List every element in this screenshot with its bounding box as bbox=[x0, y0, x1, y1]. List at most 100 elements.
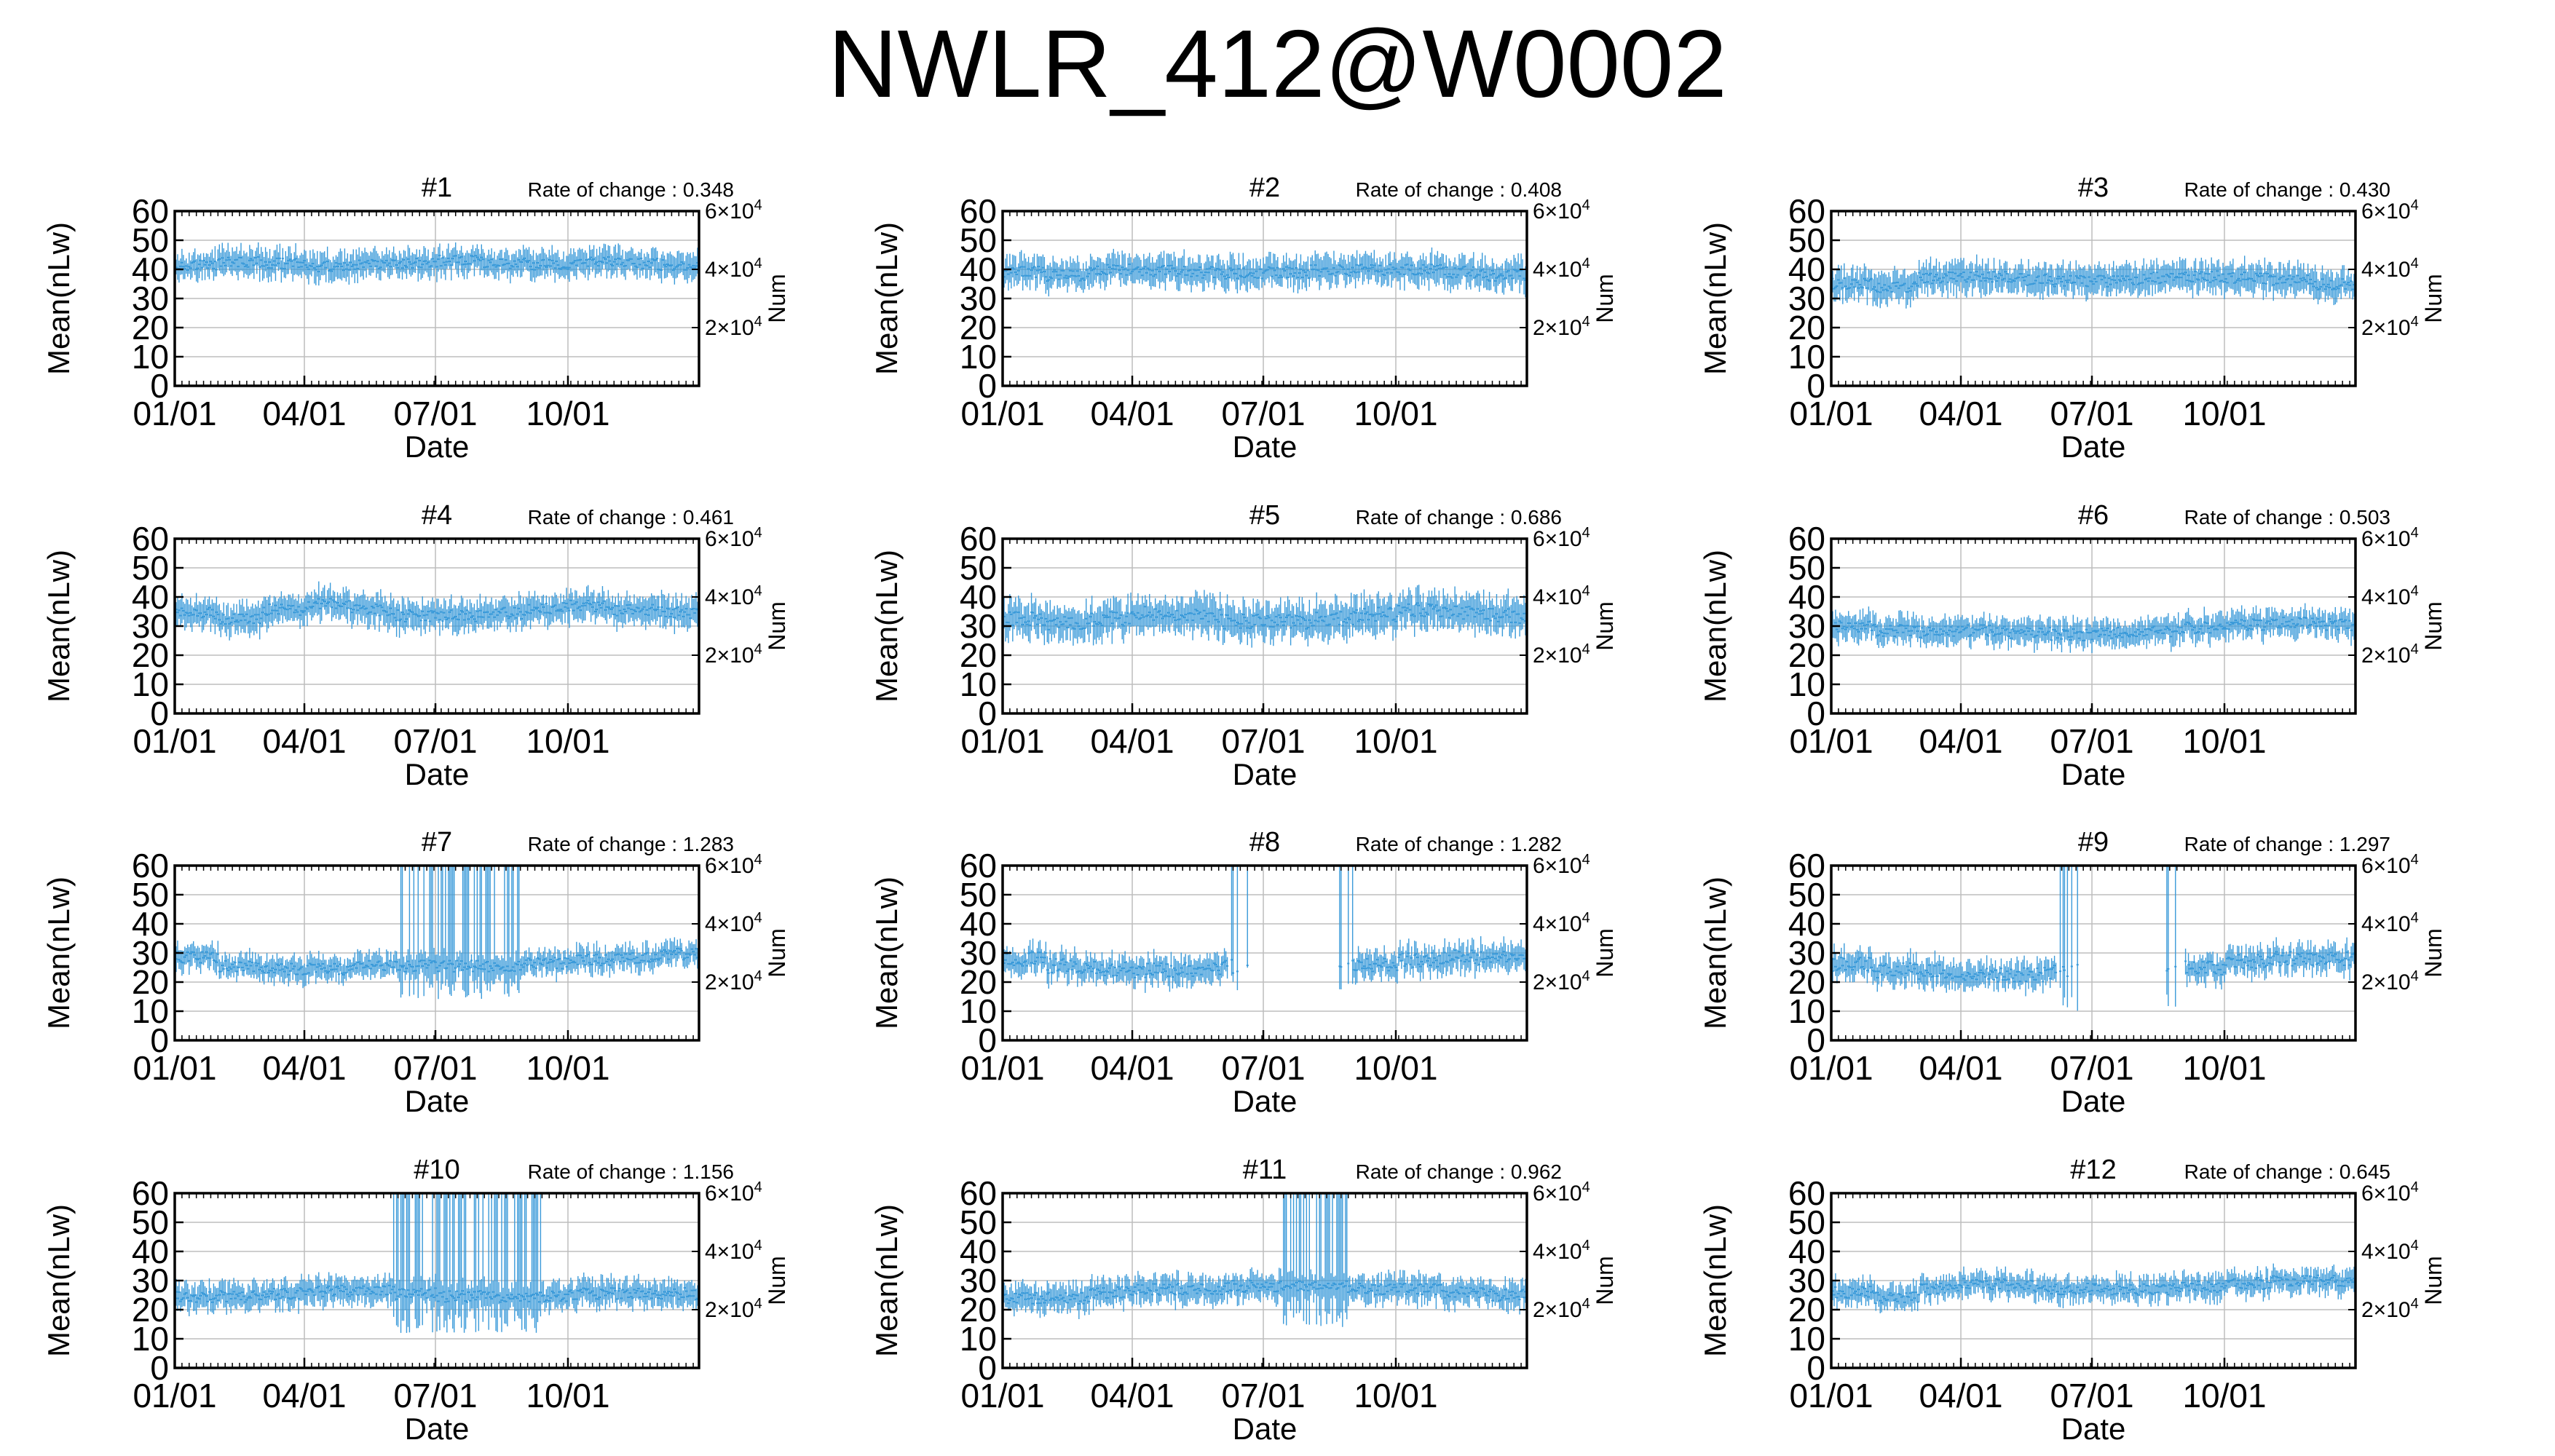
y-tick-label: 10 bbox=[132, 338, 169, 376]
y2-tick-label: 4×104 bbox=[1533, 583, 1590, 609]
y2-axis-label: Num bbox=[1592, 601, 1618, 651]
y2-tick-label: 4×104 bbox=[705, 583, 762, 609]
y2-tick-label: 2×104 bbox=[1533, 314, 1590, 340]
y-tick-label: 30 bbox=[132, 280, 169, 317]
rate-of-change-label: Rate of change : 0.461 bbox=[528, 506, 734, 529]
series-bars bbox=[175, 581, 699, 641]
y-tick-label: 60 bbox=[132, 520, 169, 558]
y-tick-label: 40 bbox=[132, 250, 169, 288]
x-tick-label: 07/01 bbox=[393, 395, 477, 432]
x-tick-label: 10/01 bbox=[526, 722, 609, 760]
y2-tick-label: 2×104 bbox=[2361, 314, 2419, 340]
y-tick-label: 50 bbox=[960, 221, 997, 259]
y-axis-label: Mean(nLw) bbox=[1698, 222, 1732, 375]
series-bars bbox=[1831, 603, 2355, 653]
y-tick-label: 40 bbox=[1788, 250, 1825, 288]
y-tick-label: 10 bbox=[1788, 338, 1825, 376]
x-axis-label: Date bbox=[2061, 430, 2126, 464]
x-tick-label: 07/01 bbox=[393, 722, 477, 760]
y2-tick-label: 4×104 bbox=[705, 256, 762, 282]
panel-title: #1 bbox=[422, 173, 452, 203]
x-tick-label: 07/01 bbox=[1221, 722, 1305, 760]
x-tick-label: 01/01 bbox=[960, 395, 1044, 432]
y-tick-label: 0 bbox=[978, 367, 997, 405]
y-tick-label: 0 bbox=[150, 367, 169, 405]
y2-axis-label: Num bbox=[764, 274, 790, 323]
x-tick-label: 01/01 bbox=[960, 722, 1044, 760]
y2-tick-label: 4×104 bbox=[1533, 256, 1590, 282]
y-tick-label: 10 bbox=[960, 338, 997, 376]
series-bars bbox=[1003, 585, 1527, 648]
x-tick-label: 04/01 bbox=[1090, 395, 1174, 432]
y2-tick-label: 6×104 bbox=[1533, 525, 1590, 551]
y-tick-label: 10 bbox=[132, 665, 169, 703]
y2-tick-label: 6×104 bbox=[1533, 197, 1590, 223]
y-tick-label: 50 bbox=[132, 221, 169, 259]
y2-tick-label: 6×104 bbox=[705, 197, 762, 223]
y2-axis-label: Num bbox=[1592, 274, 1618, 323]
y-tick-label: 50 bbox=[960, 549, 997, 587]
x-axis-label: Date bbox=[405, 430, 470, 464]
y2-tick-label: 2×104 bbox=[705, 641, 762, 668]
page-title: NWLR_412@W0002 bbox=[828, 10, 1727, 117]
x-tick-label: 04/01 bbox=[262, 395, 346, 432]
y-tick-label: 50 bbox=[1788, 221, 1825, 259]
y-tick-label: 30 bbox=[960, 280, 997, 317]
panel-title: #5 bbox=[1249, 500, 1280, 531]
y-tick-label: 20 bbox=[960, 636, 997, 674]
y-tick-label: 40 bbox=[960, 578, 997, 616]
y-tick-label: 20 bbox=[1788, 309, 1825, 347]
y-axis-label: Mean(nLw) bbox=[869, 222, 904, 375]
series-bars bbox=[1003, 247, 1527, 298]
y-tick-label: 60 bbox=[960, 520, 997, 558]
x-tick-label: 10/01 bbox=[526, 395, 609, 432]
y-tick-label: 0 bbox=[150, 695, 169, 732]
y-tick-label: 30 bbox=[960, 607, 997, 645]
x-tick-label: 01/01 bbox=[133, 722, 216, 760]
y2-axis-label: Num bbox=[764, 601, 790, 651]
x-tick-label: 01/01 bbox=[1789, 395, 1873, 432]
rate-of-change-label: Rate of change : 0.686 bbox=[1356, 506, 1562, 529]
y-tick-label: 30 bbox=[1788, 280, 1825, 317]
x-tick-label: 04/01 bbox=[1090, 722, 1174, 760]
series-bars bbox=[1831, 254, 2355, 309]
x-tick-label: 10/01 bbox=[1354, 395, 1437, 432]
y2-tick-label: 6×104 bbox=[2361, 197, 2419, 223]
series-bars bbox=[175, 242, 699, 286]
y2-tick-label: 4×104 bbox=[2361, 256, 2419, 282]
y-axis-label: Mean(nLw) bbox=[869, 550, 904, 703]
y-tick-label: 50 bbox=[132, 549, 169, 587]
panel-title: #2 bbox=[1249, 173, 1280, 203]
x-axis-label: Date bbox=[1233, 430, 1298, 464]
y-tick-label: 0 bbox=[1806, 367, 1825, 405]
x-axis-label: Date bbox=[405, 757, 470, 791]
x-tick-label: 07/01 bbox=[2050, 395, 2133, 432]
y-tick-label: 60 bbox=[960, 192, 997, 230]
y-tick-label: 60 bbox=[132, 192, 169, 230]
x-tick-label: 04/01 bbox=[1919, 395, 2002, 432]
rate-of-change-label: Rate of change : 0.348 bbox=[528, 178, 734, 201]
y-tick-label: 20 bbox=[960, 309, 997, 347]
y-tick-label: 0 bbox=[978, 695, 997, 732]
x-tick-label: 04/01 bbox=[262, 722, 346, 760]
rate-of-change-label: Rate of change : 0.408 bbox=[1356, 178, 1562, 201]
y2-tick-label: 6×104 bbox=[705, 525, 762, 551]
x-tick-label: 07/01 bbox=[1221, 395, 1305, 432]
y-tick-label: 30 bbox=[132, 607, 169, 645]
rate-of-change-label: Rate of change : 0.430 bbox=[2184, 178, 2390, 201]
y-tick-label: 40 bbox=[960, 250, 997, 288]
x-tick-label: 01/01 bbox=[133, 395, 216, 432]
y2-tick-label: 2×104 bbox=[1533, 641, 1590, 668]
x-axis-label: Date bbox=[1233, 757, 1298, 791]
y-tick-label: 10 bbox=[960, 665, 997, 703]
y-tick-label: 40 bbox=[132, 578, 169, 616]
y-tick-label: 20 bbox=[132, 636, 169, 674]
y-tick-label: 20 bbox=[132, 309, 169, 347]
